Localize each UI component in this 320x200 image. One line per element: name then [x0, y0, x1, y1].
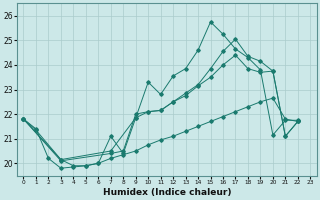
X-axis label: Humidex (Indice chaleur): Humidex (Indice chaleur) — [103, 188, 231, 197]
